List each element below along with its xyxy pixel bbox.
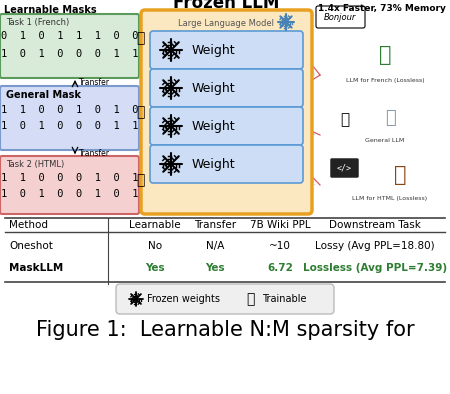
Text: 1  1  0  0  0  1  0  1: 1 1 0 0 0 1 0 1 <box>1 173 139 183</box>
FancyBboxPatch shape <box>150 69 303 107</box>
FancyBboxPatch shape <box>150 145 303 183</box>
FancyBboxPatch shape <box>330 158 359 178</box>
Text: 🤖: 🤖 <box>385 109 396 127</box>
Text: Weight: Weight <box>191 119 235 132</box>
Text: 🔥: 🔥 <box>246 292 254 306</box>
Text: Weight: Weight <box>191 82 235 95</box>
FancyBboxPatch shape <box>150 31 303 69</box>
Text: Weight: Weight <box>191 158 235 171</box>
Text: Lossy (Avg PPL=18.80): Lossy (Avg PPL=18.80) <box>315 241 435 251</box>
Text: Lossless (Avg PPL=7.39): Lossless (Avg PPL=7.39) <box>303 263 447 273</box>
Text: ~10: ~10 <box>269 241 291 251</box>
FancyBboxPatch shape <box>0 156 139 214</box>
Text: Task 1 (French): Task 1 (French) <box>6 18 69 27</box>
Text: No: No <box>148 241 162 251</box>
FancyBboxPatch shape <box>150 107 303 145</box>
Text: Large Language Model: Large Language Model <box>178 19 274 28</box>
Text: Downstream Task: Downstream Task <box>329 220 421 230</box>
Text: Trainable: Trainable <box>262 294 306 304</box>
Text: Transfer: Transfer <box>79 149 110 158</box>
Text: General LLM: General LLM <box>365 138 405 143</box>
Text: Oneshot: Oneshot <box>9 241 53 251</box>
Text: </>: </> <box>337 164 351 173</box>
Text: 1.4x Faster, 73% Memory: 1.4x Faster, 73% Memory <box>318 4 446 13</box>
Text: Bonjour: Bonjour <box>324 13 356 22</box>
Text: 🔥: 🔥 <box>136 173 144 187</box>
Text: 🤖: 🤖 <box>379 45 391 65</box>
Text: Yes: Yes <box>145 263 165 273</box>
Text: 🔥: 🔥 <box>136 105 144 119</box>
Text: Transfer: Transfer <box>194 220 236 230</box>
Text: N/A: N/A <box>206 241 224 251</box>
FancyBboxPatch shape <box>0 86 139 150</box>
Text: General Mask: General Mask <box>6 90 81 100</box>
Text: 6.72: 6.72 <box>267 263 293 273</box>
Text: 1  0  1  0  0  0  1  1: 1 0 1 0 0 0 1 1 <box>1 49 139 59</box>
Text: MaskLLM: MaskLLM <box>9 263 63 273</box>
Text: Transfer: Transfer <box>79 78 110 87</box>
Text: LLM for HTML (Lossless): LLM for HTML (Lossless) <box>352 196 428 201</box>
Text: Yes: Yes <box>205 263 225 273</box>
Text: Figure 1:  Learnable N:M sparsity for: Figure 1: Learnable N:M sparsity for <box>36 320 414 340</box>
Text: 7B Wiki PPL: 7B Wiki PPL <box>250 220 310 230</box>
FancyBboxPatch shape <box>316 6 365 28</box>
Text: Learnable: Learnable <box>129 220 181 230</box>
Text: Method: Method <box>9 220 48 230</box>
Text: 1  1  0  0  1  0  1  0: 1 1 0 0 1 0 1 0 <box>1 105 139 115</box>
Text: 1  0  1  0  0  0  1  1: 1 0 1 0 0 0 1 1 <box>1 121 139 131</box>
Text: Task 2 (HTML): Task 2 (HTML) <box>6 160 64 169</box>
Text: 0  1  0  1  1  1  0  0: 0 1 0 1 1 1 0 0 <box>1 31 139 41</box>
Text: LLM for French (Lossless): LLM for French (Lossless) <box>346 78 424 83</box>
Text: 💡: 💡 <box>341 113 350 128</box>
Text: Frozen weights: Frozen weights <box>147 294 220 304</box>
FancyBboxPatch shape <box>141 10 312 214</box>
FancyBboxPatch shape <box>116 284 334 314</box>
FancyBboxPatch shape <box>0 14 139 78</box>
Text: Learnable Masks: Learnable Masks <box>4 5 97 15</box>
Text: 1  0  1  0  0  1  0  1: 1 0 1 0 0 1 0 1 <box>1 189 139 199</box>
Text: Weight: Weight <box>191 43 235 56</box>
Text: 🔥: 🔥 <box>136 31 144 45</box>
Text: 🤖: 🤖 <box>394 165 406 185</box>
Text: Frozen LLM: Frozen LLM <box>173 0 279 12</box>
